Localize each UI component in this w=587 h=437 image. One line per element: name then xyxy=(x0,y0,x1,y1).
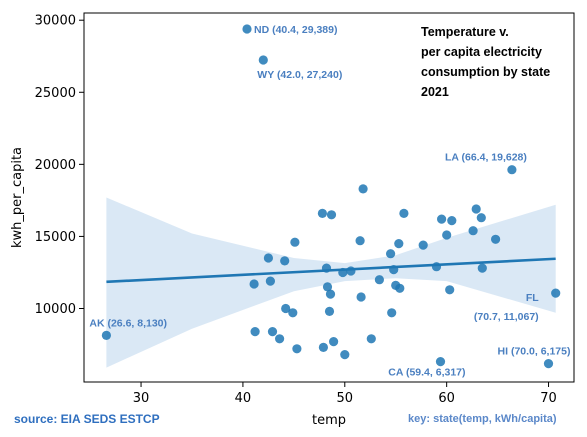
data-point xyxy=(324,306,335,316)
data-point xyxy=(263,253,273,263)
data-point xyxy=(242,24,252,34)
data-point xyxy=(389,265,399,275)
data-point xyxy=(374,275,384,285)
plot-frame xyxy=(83,12,575,383)
point-annotation: CA (59.4, 6,317) xyxy=(388,367,465,379)
confidence-band xyxy=(106,197,556,368)
x-tick-label: 60 xyxy=(438,391,455,406)
chart-title-line: per capita electricity xyxy=(421,45,542,59)
data-point xyxy=(258,55,268,65)
data-point xyxy=(551,288,561,298)
data-point xyxy=(358,184,368,194)
data-point xyxy=(394,239,404,249)
point-annotation: HI (70.0, 6,175) xyxy=(498,346,571,358)
data-point xyxy=(322,282,333,292)
data-point xyxy=(340,350,350,360)
data-point xyxy=(292,344,302,354)
data-point xyxy=(326,210,337,220)
chart-title-line: Temperature v. xyxy=(421,25,509,39)
regression-line-layer xyxy=(106,257,556,284)
y-tick-label: 30000 xyxy=(35,14,76,29)
data-point xyxy=(468,226,478,236)
data-points-layer xyxy=(101,24,561,369)
data-point xyxy=(101,330,111,340)
point-annotation: LA (66.4, 19,628) xyxy=(445,152,527,164)
key-note: key: state(temp, kWh/capita) xyxy=(408,413,557,425)
y-tick-label: 25000 xyxy=(35,86,76,101)
data-point xyxy=(387,308,397,318)
data-point xyxy=(356,292,366,302)
data-point xyxy=(317,208,327,218)
data-point xyxy=(445,285,455,295)
x-axis-title: temp xyxy=(312,413,346,428)
x-tick-label: 70 xyxy=(540,391,557,406)
y-tick-label: 20000 xyxy=(35,158,76,173)
regression-line xyxy=(106,257,556,284)
data-point xyxy=(399,208,409,218)
x-tick-label: 40 xyxy=(235,391,252,406)
y-tick-label: 10000 xyxy=(35,302,76,317)
confidence-band-layer xyxy=(106,197,556,368)
chart-title-block: Temperature v. per capita electricity cons… xyxy=(421,25,550,99)
chart-title-line: 2021 xyxy=(421,85,449,99)
x-tick-label: 30 xyxy=(133,391,150,406)
data-point xyxy=(267,327,278,337)
data-point xyxy=(366,334,376,344)
data-point xyxy=(507,165,517,175)
data-point xyxy=(325,289,336,299)
data-point xyxy=(275,334,285,344)
data-point xyxy=(477,263,487,273)
data-point xyxy=(250,327,260,337)
data-point xyxy=(281,303,291,314)
data-point xyxy=(318,342,328,352)
data-point xyxy=(329,337,339,347)
y-axis-title: kwh_per_capita xyxy=(10,147,25,248)
data-point xyxy=(249,279,259,289)
data-point xyxy=(265,276,275,286)
point-annotation: WY (42.0, 27,240) xyxy=(257,69,342,81)
data-point xyxy=(491,234,501,244)
data-point xyxy=(288,308,298,318)
data-point xyxy=(435,357,446,367)
axes-layer: 30 40 50 60 70 10000 15000 20000 25000 30000 temp k… xyxy=(10,12,575,428)
point-annotation: FL xyxy=(526,292,539,304)
point-annotation: ND (40.4, 29,389) xyxy=(254,24,337,36)
data-point xyxy=(290,237,300,247)
data-point xyxy=(447,216,457,226)
data-point xyxy=(471,204,481,214)
point-annotation: (70.7, 11,067) xyxy=(474,311,539,323)
y-tick-label: 15000 xyxy=(35,230,76,245)
x-tick-label: 50 xyxy=(337,391,354,406)
data-point xyxy=(543,359,554,369)
data-point xyxy=(442,230,452,240)
data-point xyxy=(355,236,365,246)
data-point xyxy=(437,214,447,224)
data-point xyxy=(321,263,332,273)
data-point xyxy=(418,240,428,250)
source-note: source: EIA SEDS ESTCP xyxy=(14,412,160,426)
data-point xyxy=(476,213,486,223)
point-annotation: AK (26.6, 8,130) xyxy=(89,317,167,329)
chart-title-line: consumption by state xyxy=(421,65,550,79)
annotations-layer: AK (26.6, 8,130) ND (40.4, 29,389) WY (42.… xyxy=(89,24,570,379)
data-point xyxy=(386,249,396,259)
data-point xyxy=(431,262,442,272)
data-point xyxy=(395,283,405,293)
data-point xyxy=(346,266,356,276)
data-point xyxy=(338,267,348,278)
data-point xyxy=(280,256,290,266)
